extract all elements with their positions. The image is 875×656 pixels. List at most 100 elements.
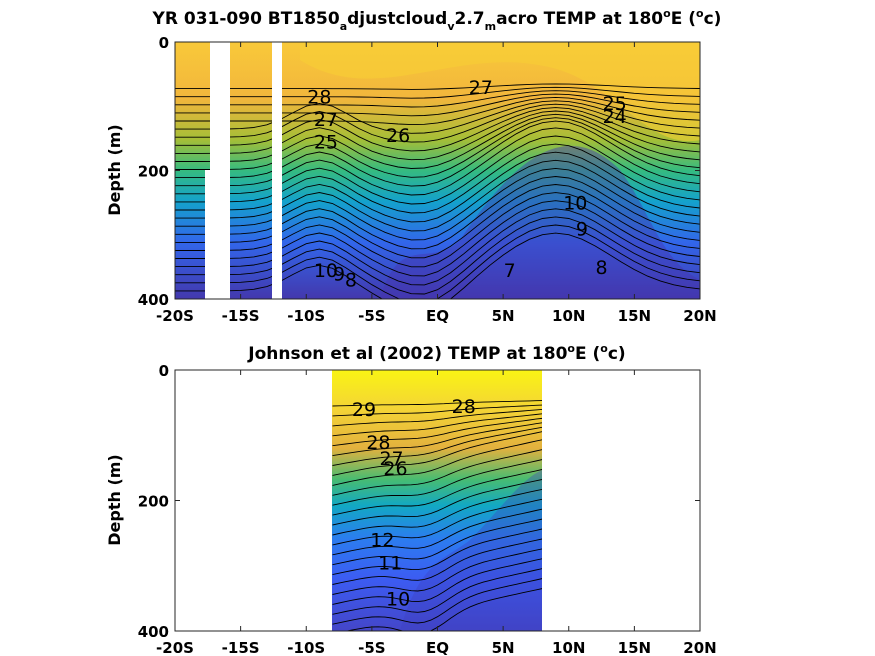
contour-label: 28 <box>366 432 390 454</box>
contour-label: 10 <box>314 260 338 282</box>
contour-line <box>332 518 542 566</box>
x-tick-label: -5S <box>358 307 385 325</box>
contour-label: 12 <box>370 530 394 552</box>
contour-line <box>332 417 542 447</box>
contour-line <box>332 439 542 486</box>
chart-top: YR 031-090 BT1850adjustcloudv2.7macro TE… <box>105 7 721 325</box>
missing-column <box>210 42 230 299</box>
contour-line <box>332 469 542 516</box>
contour-label: 24 <box>603 106 627 128</box>
x-tick-label: 20N <box>683 307 716 325</box>
missing-column <box>272 42 282 299</box>
contour-line <box>175 113 700 169</box>
y-tick-label: 400 <box>138 291 169 309</box>
chart-title: Johnson et al (2002) TEMP at 180oE (oc) <box>247 342 625 364</box>
contour-label: 27 <box>379 448 403 470</box>
y-axis-label: Depth (m) <box>105 124 124 216</box>
contour-label: 28 <box>452 396 476 418</box>
contour-line <box>175 200 700 277</box>
contour-label: 10 <box>563 193 587 215</box>
contour-line <box>175 208 700 286</box>
contour-line <box>332 404 542 417</box>
y-tick-label: 200 <box>138 163 169 181</box>
x-tick-label: -20S <box>156 307 194 325</box>
contour-line <box>332 558 542 605</box>
contour-label: 27 <box>314 109 338 131</box>
contour-label: 26 <box>383 458 407 480</box>
contour-line <box>332 408 542 427</box>
x-tick-label: -20S <box>156 639 194 656</box>
contour-line <box>175 216 700 295</box>
contour-line <box>175 127 700 196</box>
contour-label: 7 <box>504 260 516 282</box>
contour-line <box>175 117 700 178</box>
contour-label: 8 <box>596 257 608 279</box>
x-tick-label: -10S <box>287 639 325 656</box>
contour-line <box>175 93 700 117</box>
y-tick-label: 0 <box>159 362 169 380</box>
contour-label: 8 <box>345 270 357 292</box>
contour-line <box>332 459 542 506</box>
contour-line <box>332 578 542 625</box>
contour-label: 26 <box>386 125 410 147</box>
contour-line <box>332 498 542 546</box>
chart-title: YR 031-090 BT1850adjustcloudv2.7macro TE… <box>152 7 722 33</box>
contour-line <box>175 184 700 259</box>
contour-line <box>332 568 542 615</box>
contour-line <box>175 232 700 299</box>
contour-line <box>332 449 542 496</box>
x-tick-label: -15S <box>222 307 260 325</box>
contour-line <box>332 538 542 585</box>
x-tick-label: EQ <box>426 639 449 656</box>
missing-column <box>205 170 211 299</box>
contour-line <box>175 83 700 90</box>
contour-line <box>175 90 700 108</box>
contour-line <box>175 110 700 161</box>
contour-line <box>332 479 542 526</box>
contour-line <box>332 488 542 536</box>
thermocline-bulge <box>300 42 700 142</box>
x-tick-label: 5N <box>492 307 515 325</box>
contour-label: 9 <box>333 263 345 285</box>
contour-line <box>175 176 700 250</box>
contour-line <box>175 96 700 126</box>
contour-label: 9 <box>576 218 588 240</box>
contour-label: 29 <box>352 399 376 421</box>
contour-line <box>332 422 542 457</box>
contour-label: 25 <box>314 132 338 154</box>
contour-label: 28 <box>307 87 331 109</box>
x-tick-label: -10S <box>287 307 325 325</box>
y-tick-label: 0 <box>159 34 169 52</box>
contour-line <box>175 167 700 241</box>
x-tick-label: 10N <box>552 639 585 656</box>
x-tick-label: 15N <box>618 307 651 325</box>
contour-label: 27 <box>469 77 493 99</box>
contour-line <box>175 159 700 232</box>
chart-bottom: Johnson et al (2002) TEMP at 180oE (oc) … <box>105 342 717 656</box>
contour-label: 11 <box>378 552 402 574</box>
contour-line <box>332 548 542 595</box>
contour-line <box>332 400 542 407</box>
contour-line <box>332 431 542 476</box>
contour-line <box>175 192 700 268</box>
axis-ticks: -20S -15S -10S -5S EQ 5N 10N 15N 20N 0 200 400 <box>138 362 717 656</box>
contour-line <box>332 426 542 466</box>
x-tick-label: -5S <box>358 639 385 656</box>
cold-tongue <box>400 470 542 631</box>
contour-line <box>175 120 700 187</box>
y-axis-label: Depth (m) <box>105 454 124 546</box>
contour-line <box>175 107 700 152</box>
contour-line <box>332 413 542 437</box>
x-tick-label: 15N <box>618 639 651 656</box>
y-tick-label: 200 <box>138 493 169 511</box>
x-tick-label: EQ <box>426 307 449 325</box>
contour-line <box>175 100 700 134</box>
contour-label: 10 <box>386 588 410 610</box>
x-tick-label: -15S <box>222 639 260 656</box>
contour-lines <box>332 400 542 631</box>
contour-lines <box>175 83 700 299</box>
contour-line <box>175 103 700 143</box>
x-tick-label: 20N <box>683 639 716 656</box>
